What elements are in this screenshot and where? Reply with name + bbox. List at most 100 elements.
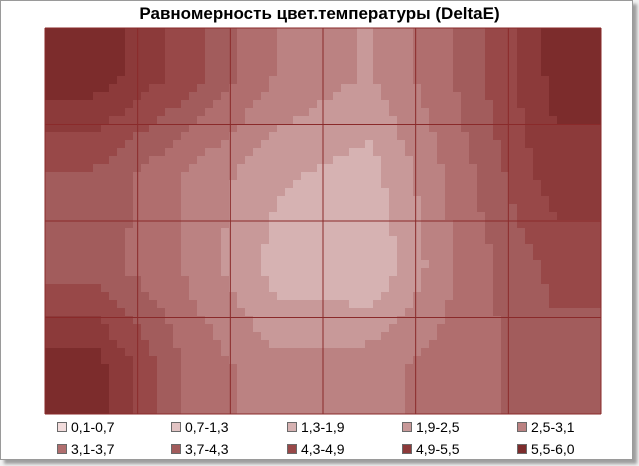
heatmap-patch bbox=[341, 132, 350, 141]
heatmap-patch bbox=[85, 188, 94, 197]
heatmap-patch bbox=[261, 300, 270, 309]
heatmap-patch bbox=[485, 196, 494, 205]
heatmap-patch bbox=[525, 180, 534, 189]
heatmap-patch bbox=[597, 348, 601, 357]
heatmap-patch bbox=[101, 260, 110, 269]
heatmap-patch bbox=[253, 292, 262, 301]
heatmap-patch bbox=[253, 148, 262, 157]
heatmap-patch bbox=[45, 372, 54, 381]
heatmap-patch bbox=[549, 284, 558, 293]
heatmap-patch bbox=[277, 76, 286, 85]
heatmap-patch bbox=[341, 396, 350, 405]
heatmap-patch bbox=[549, 172, 558, 181]
heatmap-patch bbox=[77, 68, 86, 77]
heatmap-patch bbox=[493, 180, 502, 189]
heatmap-patch bbox=[61, 196, 70, 205]
heatmap-patch bbox=[85, 276, 94, 285]
heatmap-patch bbox=[141, 100, 150, 109]
heatmap-patch bbox=[69, 44, 78, 53]
heatmap-patch bbox=[453, 28, 462, 37]
heatmap-patch bbox=[517, 116, 526, 125]
heatmap-patch bbox=[565, 300, 574, 309]
heatmap-patch bbox=[181, 252, 190, 261]
heatmap-patch bbox=[229, 260, 238, 269]
heatmap-patch bbox=[333, 340, 342, 349]
heatmap-patch bbox=[181, 332, 190, 341]
heatmap-patch bbox=[173, 220, 182, 229]
heatmap-patch bbox=[565, 316, 574, 325]
heatmap-patch bbox=[517, 92, 526, 101]
heatmap-patch bbox=[189, 228, 198, 237]
heatmap-patch bbox=[493, 364, 502, 373]
heatmap-patch bbox=[245, 244, 254, 253]
heatmap-patch bbox=[389, 412, 398, 414]
heatmap-patch bbox=[549, 212, 558, 221]
heatmap-patch bbox=[285, 284, 294, 293]
heatmap-patch bbox=[597, 316, 601, 325]
heatmap-patch bbox=[549, 116, 558, 125]
heatmap-patch bbox=[589, 316, 598, 325]
heatmap-patch bbox=[501, 244, 510, 253]
heatmap-patch bbox=[69, 76, 78, 85]
heatmap-patch bbox=[333, 348, 342, 357]
heatmap-patch bbox=[269, 324, 278, 333]
legend-swatch bbox=[171, 422, 181, 432]
heatmap-patch bbox=[325, 76, 334, 85]
heatmap-patch bbox=[61, 244, 70, 253]
heatmap-patch bbox=[229, 340, 238, 349]
heatmap-patch bbox=[45, 28, 54, 37]
heatmap-patch bbox=[141, 308, 150, 317]
heatmap-patch bbox=[125, 156, 134, 165]
heatmap-patch bbox=[253, 412, 262, 414]
heatmap-patch bbox=[373, 228, 382, 237]
heatmap-patch bbox=[309, 244, 318, 253]
heatmap-patch bbox=[365, 172, 374, 181]
heatmap-patch bbox=[277, 292, 286, 301]
heatmap-patch bbox=[397, 172, 406, 181]
heatmap-patch bbox=[229, 148, 238, 157]
heatmap-patch bbox=[389, 324, 398, 333]
heatmap-patch bbox=[421, 268, 430, 277]
heatmap-patch bbox=[237, 124, 246, 133]
heatmap-patch bbox=[381, 188, 390, 197]
heatmap-patch bbox=[109, 28, 118, 37]
heatmap-patch bbox=[469, 164, 478, 173]
heatmap-patch bbox=[533, 44, 542, 53]
heatmap-patch bbox=[501, 212, 510, 221]
heatmap-patch bbox=[173, 388, 182, 397]
heatmap-patch bbox=[421, 164, 430, 173]
heatmap-patch bbox=[373, 292, 382, 301]
heatmap-patch bbox=[197, 236, 206, 245]
heatmap-patch bbox=[461, 316, 470, 325]
heatmap-patch bbox=[429, 324, 438, 333]
heatmap-patch bbox=[565, 180, 574, 189]
heatmap-patch bbox=[333, 140, 342, 149]
heatmap-patch bbox=[301, 340, 310, 349]
heatmap-patch bbox=[565, 36, 574, 45]
heatmap-patch bbox=[69, 196, 78, 205]
heatmap-patch bbox=[445, 276, 454, 285]
heatmap-patch bbox=[77, 108, 86, 117]
heatmap-patch bbox=[293, 316, 302, 325]
heatmap-patch bbox=[597, 164, 601, 173]
heatmap-patch bbox=[485, 276, 494, 285]
heatmap-patch bbox=[205, 244, 214, 253]
heatmap-patch bbox=[373, 180, 382, 189]
heatmap-patch bbox=[301, 324, 310, 333]
heatmap-patch bbox=[373, 84, 382, 93]
heatmap-patch bbox=[333, 36, 342, 45]
heatmap-patch bbox=[429, 244, 438, 253]
heatmap-patch bbox=[165, 76, 174, 85]
heatmap-patch bbox=[117, 348, 126, 357]
heatmap-patch bbox=[533, 324, 542, 333]
heatmap-patch bbox=[301, 364, 310, 373]
heatmap-patch bbox=[317, 268, 326, 277]
heatmap-patch bbox=[525, 36, 534, 45]
heatmap-patch bbox=[237, 92, 246, 101]
heatmap-patch bbox=[149, 412, 158, 414]
heatmap-patch bbox=[93, 332, 102, 341]
legend-label: 3,1-3,7 bbox=[71, 441, 115, 457]
heatmap-patch bbox=[365, 260, 374, 269]
heatmap-patch bbox=[69, 204, 78, 213]
heatmap-patch bbox=[277, 372, 286, 381]
